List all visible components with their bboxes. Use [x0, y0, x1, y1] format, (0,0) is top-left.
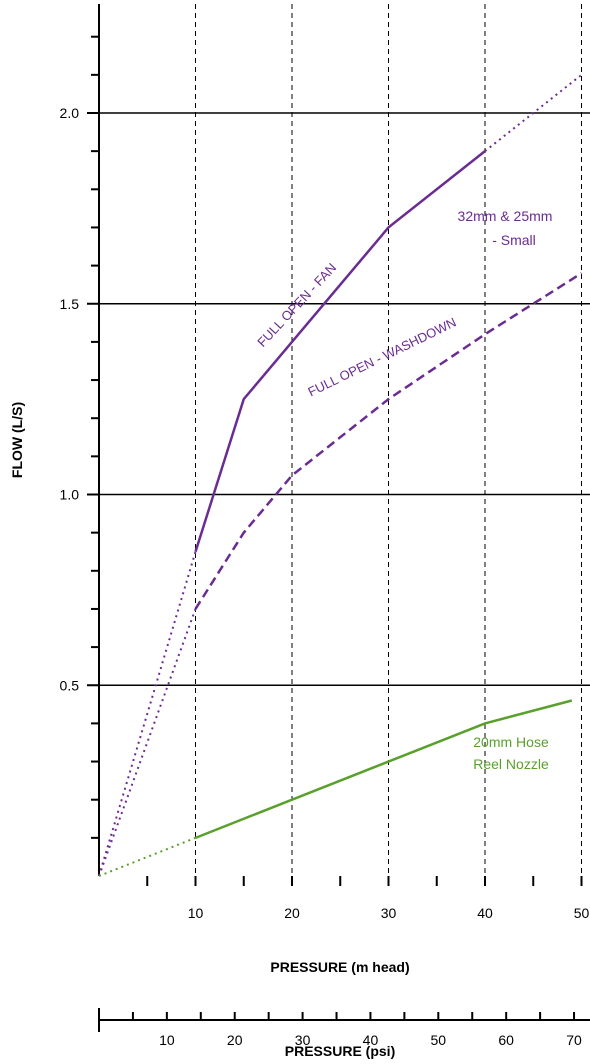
series-extrapolation-2 — [98, 836, 196, 877]
annotation-reel-nozzle: Reel Nozzle — [473, 756, 549, 772]
psi-tick-label: 70 — [566, 1032, 582, 1048]
x-tick-label: 50 — [574, 905, 590, 921]
y-tick-label: 0.5 — [60, 677, 80, 693]
grid-lines — [99, 4, 590, 876]
y-axis-label: FLOW (L/S) — [9, 402, 25, 478]
y-tick-label: 1.0 — [60, 487, 80, 503]
series-lines — [98, 74, 583, 877]
x-tick-label: 20 — [284, 905, 300, 921]
y-tick-label: 2.0 — [60, 105, 80, 121]
x-tick-label: 30 — [381, 905, 397, 921]
x-tick-label: 40 — [477, 905, 493, 921]
annotation-32mm-25mm: 32mm & 25mm — [458, 208, 553, 224]
y-tick-label: 1.5 — [60, 296, 80, 312]
series-extrapolation-0 — [98, 551, 197, 877]
series-line-0 — [194, 150, 486, 553]
psi-tick-label: 60 — [498, 1032, 514, 1048]
psi-tick-label: 20 — [227, 1032, 243, 1048]
psi-tick-label: 40 — [363, 1032, 379, 1048]
annotation-20mm-hose: 20mm Hose — [473, 734, 549, 750]
annotation-washdown: FULL OPEN - WASHDOWN — [305, 314, 458, 399]
series-extrapolation-1 — [98, 608, 197, 877]
series-line-1 — [194, 272, 583, 610]
psi-tick-label: 10 — [159, 1032, 175, 1048]
series-extrapolation-0 — [484, 74, 583, 152]
x-tick-label: 10 — [188, 905, 204, 921]
psi-tick-label: 30 — [295, 1032, 311, 1048]
secondary-x-axis-label: PRESSURE (psi) — [285, 1043, 395, 1059]
axes: 0.5 1.0 1.5 2.0 10 20 30 40 50 10 20 30 40 50 60 70 — [60, 4, 590, 1048]
psi-tick-label: 50 — [431, 1032, 447, 1048]
labels: PRESSURE (m head) PRESSURE (psi) FLOW (L… — [9, 208, 552, 1059]
x-axis-label: PRESSURE (m head) — [270, 959, 409, 975]
annotation-small: - Small — [492, 232, 536, 248]
